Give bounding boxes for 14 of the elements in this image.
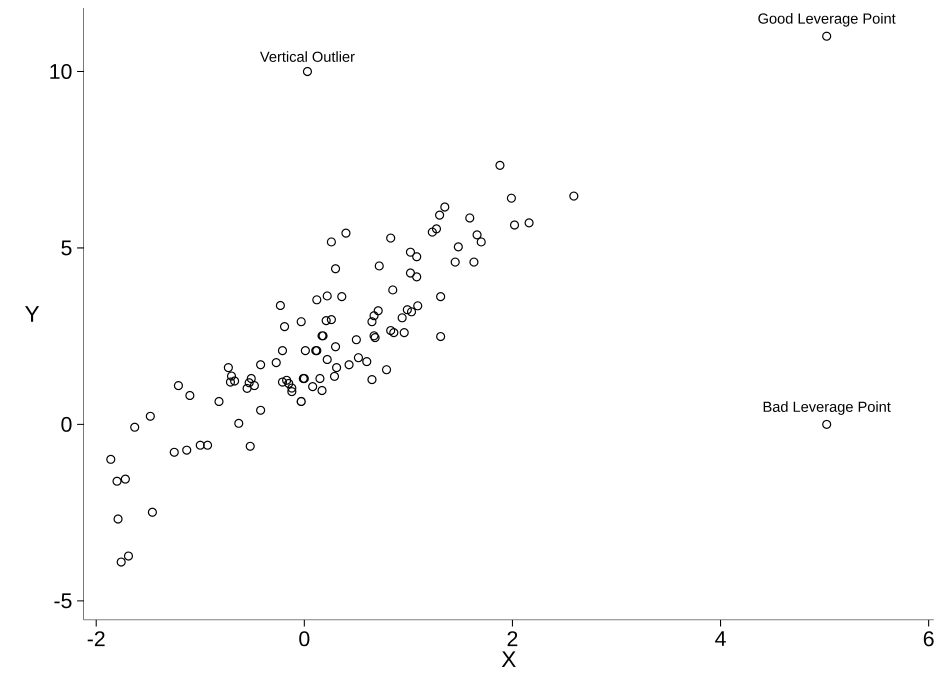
x-axis-title: X [502,652,516,668]
y-tick-label: 5 [61,240,72,256]
x-tick-label: 2 [508,631,518,646]
data-label: Good Leverage Point [758,13,896,27]
data-label: Bad Leverage Point [764,401,891,415]
y-axis-title: Y [25,306,40,322]
x-tick-label: 4 [715,631,726,646]
y-tick-label: 10 [50,64,72,80]
x-tick-label: -2 [88,631,105,646]
y-tick-label: 0 [61,417,72,432]
x-tick-label: 0 [299,631,310,646]
x-tick-label: 6 [924,631,934,646]
y-tick-label: -5 [54,594,72,608]
data-label: Vertical Outlier [260,51,355,62]
